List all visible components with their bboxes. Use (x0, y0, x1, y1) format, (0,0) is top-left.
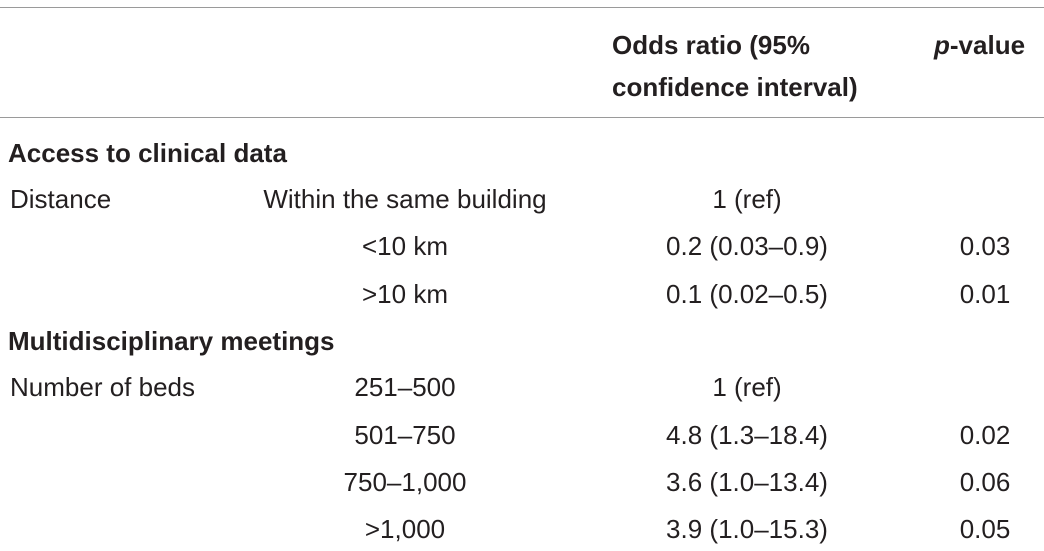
variable-label-distance: Distance (10, 184, 112, 214)
column-header-p-value: p-value (934, 24, 1025, 66)
p-value-cell: 0.05 (959, 514, 1011, 544)
level-cell: >1,000 (364, 514, 446, 544)
level-cell: 501–750 (354, 420, 456, 450)
odds-ratio-cell: 3.9 (1.0–15.3) (666, 514, 828, 544)
odds-ratio-header-line2: confidence interval) (612, 72, 858, 102)
odds-ratio-cell: 1 (ref) (712, 184, 782, 214)
odds-ratio-cell: 0.2 (0.03–0.9) (666, 231, 828, 261)
level-cell: 251–500 (354, 372, 456, 402)
level-cell: >10 km (362, 279, 448, 309)
level-cell: 750–1,000 (343, 467, 467, 497)
level-cell: <10 km (362, 231, 448, 261)
section-title-access: Access to clinical data (8, 138, 287, 168)
p-value-cell: 0.03 (959, 231, 1011, 261)
level-cell: Within the same building (263, 184, 547, 214)
p-value-header-rest: -value (949, 30, 1026, 60)
odds-ratio-cell: 0.1 (0.02–0.5) (666, 279, 828, 309)
table-top-rule (0, 7, 1044, 8)
p-value-cell: 0.01 (959, 279, 1011, 309)
odds-ratio-cell: 3.6 (1.0–13.4) (666, 467, 828, 497)
p-value-header-italic: p (934, 30, 950, 60)
odds-ratio-cell: 4.8 (1.3–18.4) (666, 420, 828, 450)
odds-ratio-cell: 1 (ref) (712, 372, 782, 402)
odds-ratio-header-line1: Odds ratio (95% (612, 30, 810, 60)
p-value-cell: 0.06 (959, 467, 1011, 497)
column-header-odds-ratio: Odds ratio (95% confidence interval) (612, 24, 858, 108)
section-title-meetings: Multidisciplinary meetings (8, 326, 335, 356)
p-value-cell: 0.02 (959, 420, 1011, 450)
variable-label-beds: Number of beds (10, 372, 195, 402)
header-bottom-rule (0, 117, 1044, 118)
